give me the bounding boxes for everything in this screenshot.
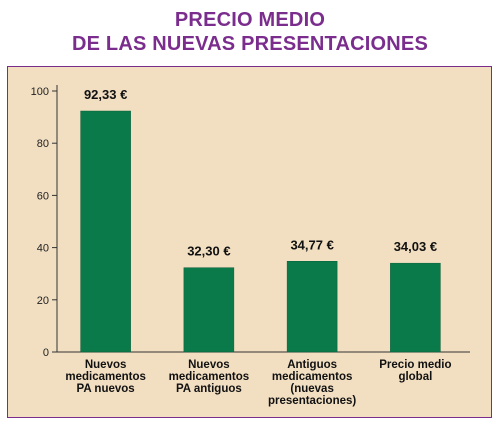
x-tick-label: Antiguos: [287, 359, 337, 371]
chart-title-line-2: DE LAS NUEVAS PRESENTACIONES: [71, 33, 429, 55]
data-label: 34,03 €: [394, 239, 437, 254]
x-tick-label: PA nuevos: [77, 383, 135, 395]
bar: [286, 261, 338, 353]
x-tick-label: medicamentos: [65, 371, 146, 383]
x-tick-label: PA antiguos: [176, 383, 242, 395]
y-tick-label: 40: [37, 243, 49, 255]
data-label: 34,77 €: [290, 237, 333, 252]
y-tick-label: 100: [31, 86, 49, 98]
x-tick-label: Precio medio: [379, 359, 451, 371]
x-tick-label: global: [398, 371, 432, 383]
y-tick-label: 80: [37, 138, 49, 150]
x-tick-label: Nuevos: [188, 359, 230, 371]
y-tick-label: 0: [43, 347, 49, 359]
x-tick-label: Nuevos: [85, 359, 127, 371]
bar: [183, 267, 235, 353]
bar: [390, 262, 441, 353]
chart-title-line-1: PRECIO MEDIO: [174, 9, 326, 31]
x-tick-label: medicamentos: [272, 371, 353, 383]
data-label: 92,33 €: [84, 87, 127, 102]
bar: [80, 110, 131, 353]
x-tick-label: medicamentos: [169, 371, 250, 383]
x-tick-label: presentaciones): [268, 395, 356, 407]
y-tick-label: 20: [37, 295, 49, 307]
data-label: 32,30 €: [187, 244, 230, 259]
y-tick-label: 60: [37, 190, 49, 202]
x-tick-label: (nuevas: [290, 383, 333, 395]
